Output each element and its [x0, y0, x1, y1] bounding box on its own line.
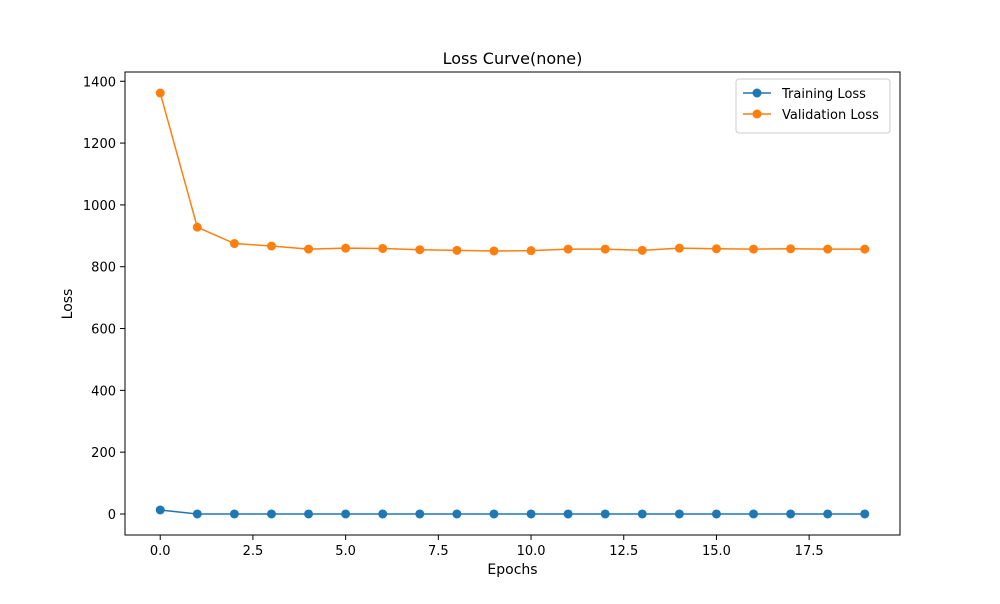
plot-area: 0.0 2.5 5.0 7.5 10.0 12.5 15.0 17.5 0 200 400 600 80…: [83, 71, 901, 559]
y-tick-label: 1400: [83, 75, 116, 90]
validation-loss-point: [711, 244, 721, 254]
x-tick-label: 5.0: [335, 544, 356, 559]
x-tick-label: 17.5: [795, 544, 824, 559]
chart-title: Loss Curve(none): [443, 49, 583, 68]
training-loss-point: [749, 509, 759, 519]
training-loss-point: [563, 509, 573, 519]
training-loss-line: [160, 509, 865, 515]
y-tick-label: 200: [91, 446, 116, 461]
legend-validation-loss-label: Validation Loss: [782, 108, 879, 123]
validation-loss-point: [452, 245, 462, 255]
training-loss-point: [415, 509, 425, 519]
training-loss-point: [341, 509, 351, 519]
validation-loss-point: [341, 243, 351, 253]
training-loss-point: [637, 509, 647, 519]
training-loss-point: [860, 509, 870, 519]
validation-loss-point: [860, 244, 870, 254]
validation-loss-point: [155, 88, 165, 98]
x-tick-label: 10.0: [517, 544, 546, 559]
validation-loss-point: [266, 241, 276, 251]
validation-loss-point: [637, 245, 647, 255]
legend: Training Loss Validation Loss: [735, 78, 891, 134]
training-loss-point: [600, 509, 610, 519]
training-loss-point: [266, 509, 276, 519]
training-loss-point: [304, 509, 314, 519]
y-tick-label: 1000: [83, 199, 116, 214]
training-loss-point: [823, 509, 833, 519]
legend-validation-loss-marker: [752, 109, 762, 119]
y-axis-label: Loss: [60, 289, 76, 320]
y-tick-label: 600: [91, 323, 116, 338]
legend-box: [735, 78, 891, 134]
training-loss-point: [155, 505, 165, 515]
y-tick-label: 0: [108, 508, 116, 523]
training-loss-point: [786, 509, 796, 519]
validation-loss-point: [192, 222, 202, 232]
x-tick-label: 12.5: [609, 544, 638, 559]
training-loss-point: [674, 509, 684, 519]
y-tick-label: 1200: [83, 137, 116, 152]
legend-training-loss-marker: [752, 88, 762, 98]
x-tick-label: 2.5: [243, 544, 264, 559]
training-loss-point: [526, 509, 536, 519]
training-loss-point: [452, 509, 462, 519]
validation-loss-point: [415, 245, 425, 255]
x-tick-label: 0.0: [150, 544, 171, 559]
x-axis-label: Epochs: [487, 562, 537, 578]
training-loss-point: [192, 509, 202, 519]
validation-loss-line: [159, 92, 865, 252]
training-loss-point: [229, 509, 239, 519]
y-tick-label: 800: [91, 261, 116, 276]
plot-frame: [124, 71, 901, 536]
validation-loss-point: [229, 239, 239, 249]
validation-loss-point: [823, 244, 833, 254]
validation-loss-point: [489, 246, 499, 256]
validation-loss-point: [674, 243, 684, 253]
y-tick-label: 400: [91, 384, 116, 399]
x-tick-label: 15.0: [702, 544, 731, 559]
training-loss-point: [489, 509, 499, 519]
validation-loss-point: [378, 243, 388, 253]
validation-loss-point: [749, 244, 759, 254]
validation-loss-point: [526, 246, 536, 256]
training-loss-point: [711, 509, 721, 519]
validation-loss-point: [563, 244, 573, 254]
training-loss-point: [378, 509, 388, 519]
legend-training-loss-label: Training Loss: [781, 87, 866, 102]
x-tick-label: 7.5: [428, 544, 449, 559]
validation-loss-point: [600, 244, 610, 254]
validation-loss-point: [304, 244, 314, 254]
validation-loss-point: [786, 244, 796, 254]
